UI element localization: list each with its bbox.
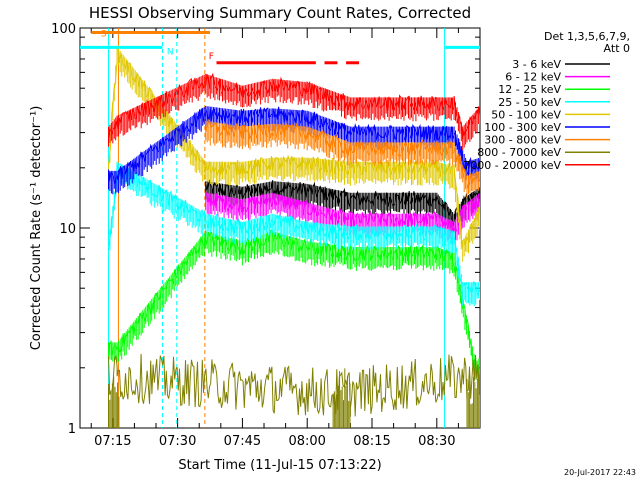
x-tick-label: 08:00	[288, 434, 325, 449]
x-tick-label: 07:30	[159, 434, 196, 449]
series-noise	[108, 231, 480, 383]
x-tick-label: 08:15	[353, 434, 390, 449]
state-label: F	[209, 52, 214, 62]
state-label: N	[167, 47, 174, 57]
chart-title: HESSI Observing Summary Count Rates, Cor…	[89, 4, 471, 22]
legend-entry-label: 300 - 800 keV	[484, 134, 561, 147]
plot-area: 1 10 100 07:15 07:30 07:45 08:00 08:15 08:30 S N F	[51, 22, 481, 449]
series-line	[108, 353, 480, 417]
legend-entry-label: 3 - 6 keV	[512, 58, 561, 71]
legend-entry-label: 25 - 50 keV	[498, 96, 561, 109]
legend-entry-label: 12 - 25 keV	[498, 83, 561, 96]
x-tick-label: 07:15	[94, 434, 131, 449]
x-axis-label: Start Time (11-Jul-15 07:13:22)	[178, 458, 381, 473]
state-label: S	[101, 29, 107, 39]
background-spikes	[108, 376, 120, 428]
legend-entry-label: 100 - 300 keV	[484, 121, 561, 134]
y-tick-label: 10	[59, 222, 76, 237]
series-noise	[108, 106, 480, 195]
legend-entry-label: 7000 - 20000 keV	[463, 159, 561, 172]
x-tick-label: 07:45	[224, 434, 261, 449]
y-axis-label: Corrected Count Rate (s⁻¹ detector⁻¹)	[29, 106, 44, 351]
legend-header-line1: Det 1,3,5,6,7,9,	[544, 30, 630, 43]
background-spikes	[332, 368, 351, 428]
y-tick-label: 100	[51, 22, 76, 37]
legend-entry-label: 6 - 12 keV	[505, 71, 561, 84]
y-tick-label: 1	[68, 422, 76, 437]
legend-header-line2: Att 0	[604, 42, 630, 55]
series-noise	[205, 192, 480, 246]
series-noise	[108, 73, 480, 151]
background-spikes	[466, 369, 480, 428]
series-group	[108, 28, 480, 428]
footer-timestamp: 20-Jul-2017 22:43	[564, 468, 636, 477]
legend-entry-label: 800 - 7000 keV	[477, 146, 561, 159]
series-noise	[108, 161, 480, 307]
series-noise	[205, 121, 480, 199]
x-tick-label: 08:30	[418, 434, 455, 449]
legend-entry-label: 50 - 100 keV	[491, 108, 561, 121]
